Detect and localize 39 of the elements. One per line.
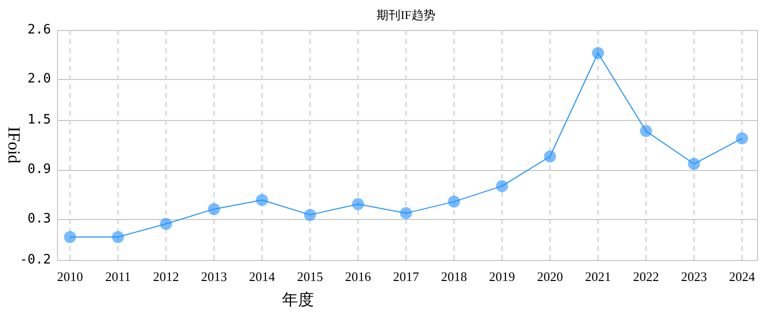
point	[592, 47, 604, 59]
point	[736, 132, 748, 144]
point	[304, 208, 316, 221]
x-tick-label: 2016	[345, 269, 372, 284]
y-tick-label: 2.0	[28, 72, 51, 87]
point	[400, 207, 412, 220]
x-tick-label: 2018	[441, 269, 467, 284]
point	[688, 158, 700, 170]
x-axis-title: 年度	[282, 291, 314, 310]
x-tick-label: 2014	[249, 269, 276, 284]
point	[496, 180, 508, 192]
y-tick-label: 1.5	[28, 112, 51, 128]
x-tick-label: 2021	[585, 269, 611, 284]
x-tick-label: 2013	[201, 269, 227, 284]
point	[448, 196, 460, 208]
y-tick-label: 0.3	[28, 211, 51, 226]
x-tick-label: 2011	[105, 269, 131, 284]
y-tick-label: -0.2	[20, 252, 51, 268]
x-tick-label: 2015	[297, 269, 323, 284]
point	[256, 194, 268, 206]
y-tick-label: 0.9	[28, 162, 51, 178]
x-tick-label: 2020	[537, 269, 563, 284]
chart-title: 期刊IF趋势	[376, 8, 436, 22]
point	[64, 231, 76, 243]
x-tick-label: 2022	[633, 269, 659, 284]
point	[160, 218, 172, 230]
point	[544, 150, 556, 162]
y-axis-title: IFoid	[4, 126, 24, 164]
x-tick-label: 2019	[489, 269, 515, 284]
point	[640, 125, 652, 138]
point	[112, 231, 124, 243]
x-tick-label: 2012	[153, 269, 179, 284]
point	[352, 198, 364, 210]
y-tick-label: 2.6	[28, 22, 51, 38]
point	[208, 203, 220, 216]
x-tick-label: 2023	[681, 269, 707, 284]
x-tick-label: 2024	[729, 269, 756, 284]
x-tick-label: 2017	[393, 269, 420, 284]
x-tick-label: 2010	[57, 269, 83, 284]
